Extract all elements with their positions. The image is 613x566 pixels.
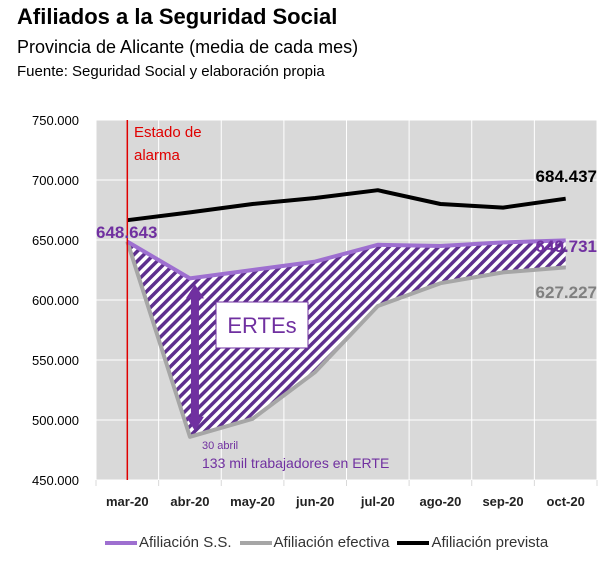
end-value-label: 627.227: [536, 283, 597, 302]
chart-source: Fuente: Seguridad Social y elaboración p…: [17, 63, 325, 80]
end-value-labels: 684.437 649.731 627.227: [536, 167, 597, 302]
legend-label: Afiliación efectiva: [273, 534, 390, 551]
arrow-head-up: [185, 284, 204, 299]
x-tick-label: may-20: [230, 494, 275, 509]
x-axis-ticks: mar-20 abr-20 may-20 jun-20 jul-20 ago-20 sep-…: [106, 494, 585, 509]
arrow-shaft: [190, 296, 199, 419]
legend-swatch-afiliacion-ss: [105, 540, 137, 545]
x-tick-label: oct-20: [547, 494, 585, 509]
x-tick-label: jun-20: [295, 494, 334, 509]
end-value-label: 649.731: [536, 237, 597, 256]
legend-item-afiliacion-prevista: Afiliación prevista: [397, 534, 548, 551]
ertes-label: ERTEs: [227, 313, 296, 338]
ertes-label-box: [215, 301, 309, 349]
end-value-label: 684.437: [536, 167, 597, 186]
x-tick-label: ago-20: [419, 494, 461, 509]
start-value-label: 648.643: [96, 223, 157, 242]
x-tick-label: jul-20: [360, 494, 395, 509]
series-lines: [125, 188, 566, 439]
legend-item-afiliacion-ss: Afiliación S.S.: [105, 534, 232, 551]
estado-alarma-label-line1: Estado de: [134, 124, 202, 141]
legend-label: Afiliación prevista: [431, 534, 549, 551]
legend-item-afiliacion-efectiva: Afiliación efectiva: [239, 534, 390, 551]
note-date: 30 abril: [202, 440, 238, 452]
y-tick-label: 700.000: [32, 173, 79, 188]
y-tick-label: 450.000: [32, 473, 79, 488]
x-tick-label: sep-20: [482, 494, 523, 509]
y-tick-label: 650.000: [32, 233, 79, 248]
arrow-head-down: [185, 416, 204, 431]
y-axis-ticks: 450.000 500.000 550.000 600.000 650.000 700.0…: [32, 113, 79, 488]
legend-swatch-afiliacion-prevista: [397, 540, 430, 545]
legend-label: Afiliación S.S.: [139, 534, 232, 551]
y-tick-label: 750.000: [32, 113, 79, 128]
y-tick-label: 500.000: [32, 413, 79, 428]
y-tick-label: 550.000: [32, 353, 79, 368]
series-line-afiliaci-n-efectiva: [125, 241, 566, 439]
chart-title: Afiliados a la Seguridad Social: [17, 4, 338, 29]
x-tick-label: abr-20: [170, 494, 209, 509]
chart-subtitle: Provincia de Alicante (media de cada mes…: [17, 37, 359, 57]
series-line-afiliaci-n-prevista: [127, 188, 566, 223]
erte-double-arrow: [185, 284, 204, 431]
legend: Afiliación S.S. Afiliación efectiva Afil…: [105, 534, 556, 551]
estado-alarma-label-line2: alarma: [134, 147, 181, 164]
legend-swatch-afiliacion-efectiva: [239, 540, 272, 545]
series-line-afiliaci-n-s-s-: [126, 238, 566, 281]
note-erte-workers: 133 mil trabajadores en ERTE: [202, 455, 389, 471]
y-tick-label: 600.000: [32, 293, 79, 308]
x-tick-label: mar-20: [106, 494, 149, 509]
